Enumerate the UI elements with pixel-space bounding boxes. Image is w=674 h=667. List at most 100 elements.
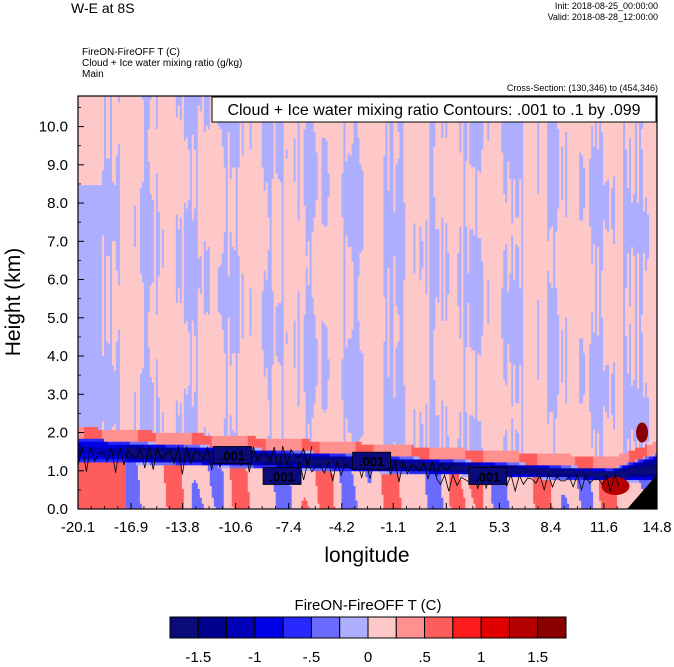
field-cell <box>387 267 391 377</box>
field-cell <box>379 96 383 445</box>
field-cell <box>151 458 155 463</box>
field-cell <box>131 461 135 509</box>
field-cell <box>593 332 596 430</box>
field-cell <box>173 450 177 460</box>
field-cell <box>519 461 522 466</box>
field-cell <box>577 467 580 472</box>
field-cell <box>309 455 313 466</box>
field-cell <box>321 441 325 454</box>
field-cell <box>351 441 355 454</box>
field-cell <box>199 96 203 112</box>
field-cell <box>439 96 442 448</box>
field-cell <box>159 450 163 457</box>
field-cell <box>551 464 554 469</box>
field-cell <box>257 467 261 509</box>
field-cell <box>89 438 93 442</box>
field-cell <box>197 447 201 451</box>
field-cell <box>547 479 550 509</box>
field-cell <box>85 461 89 509</box>
field-cell <box>507 343 510 451</box>
field-cell <box>593 429 596 457</box>
field-cell <box>411 455 415 460</box>
field-cell <box>293 455 297 463</box>
field-cell <box>499 96 502 451</box>
field-cell <box>385 444 389 457</box>
field-cell <box>339 455 343 460</box>
field-cell <box>465 225 468 348</box>
field-cell <box>339 96 343 442</box>
field-cell <box>329 470 333 509</box>
field-cell <box>107 255 111 345</box>
field-cell <box>583 476 586 481</box>
field-cell <box>315 470 319 486</box>
field-cell <box>123 447 127 457</box>
field-cell <box>201 458 205 463</box>
field-cell <box>115 429 119 442</box>
field-cell <box>521 464 524 469</box>
field-cell <box>441 216 444 321</box>
field-cell <box>107 429 111 442</box>
field-cell <box>149 376 153 430</box>
field-cell <box>201 447 205 451</box>
field-cell <box>109 455 113 460</box>
field-cell <box>655 441 657 454</box>
field-cell <box>443 447 446 460</box>
field-cell <box>655 96 657 442</box>
field-cell <box>349 467 353 472</box>
field-cell <box>261 450 265 454</box>
field-cell <box>223 231 227 354</box>
field-cell <box>571 467 574 472</box>
field-cell <box>535 452 538 466</box>
field-cell <box>219 128 223 265</box>
field-cell <box>285 438 289 451</box>
field-cell <box>513 464 516 469</box>
field-cell <box>585 455 588 469</box>
field-cell <box>347 246 351 339</box>
field-cell <box>285 149 289 159</box>
field-cell <box>349 455 353 460</box>
contour-label: .001 <box>220 448 245 463</box>
cloud-contour <box>435 473 620 493</box>
field-cell <box>201 432 205 445</box>
field-cell <box>163 464 167 484</box>
field-cell <box>145 458 149 463</box>
field-cell <box>201 464 205 504</box>
field-cell <box>305 470 309 501</box>
field-cell <box>645 196 648 271</box>
field-cell <box>141 464 145 509</box>
field-cell <box>243 467 247 509</box>
field-cell <box>587 455 590 469</box>
field-cell <box>655 452 657 457</box>
field-cell <box>559 467 562 472</box>
field-cell <box>107 458 111 463</box>
field-cell <box>619 467 622 472</box>
field-cell <box>207 444 211 448</box>
field-cell <box>323 455 327 460</box>
field-cell <box>207 96 211 130</box>
field-cell <box>501 101 504 153</box>
field-cell <box>599 96 602 457</box>
field-cell <box>181 450 185 460</box>
field-cell <box>95 461 99 509</box>
field-cell <box>261 438 265 451</box>
field-cell <box>203 461 207 466</box>
field-cell <box>193 458 197 463</box>
field-cell <box>537 452 540 466</box>
field-cell <box>85 96 89 186</box>
field-cell <box>145 464 149 509</box>
field-cell <box>121 444 125 448</box>
field-cell <box>319 455 323 460</box>
field-cell <box>653 473 656 478</box>
field-cell <box>179 464 183 509</box>
field-cell <box>105 455 109 460</box>
field-cell <box>311 113 315 233</box>
field-cell <box>187 458 191 463</box>
field-cell <box>529 96 532 454</box>
field-cell <box>335 455 339 460</box>
field-cell <box>237 464 241 469</box>
field-cell <box>101 438 105 442</box>
field-cell <box>517 461 520 466</box>
field-cell <box>461 461 464 466</box>
field-cell <box>609 470 612 478</box>
field-cell <box>263 467 267 509</box>
